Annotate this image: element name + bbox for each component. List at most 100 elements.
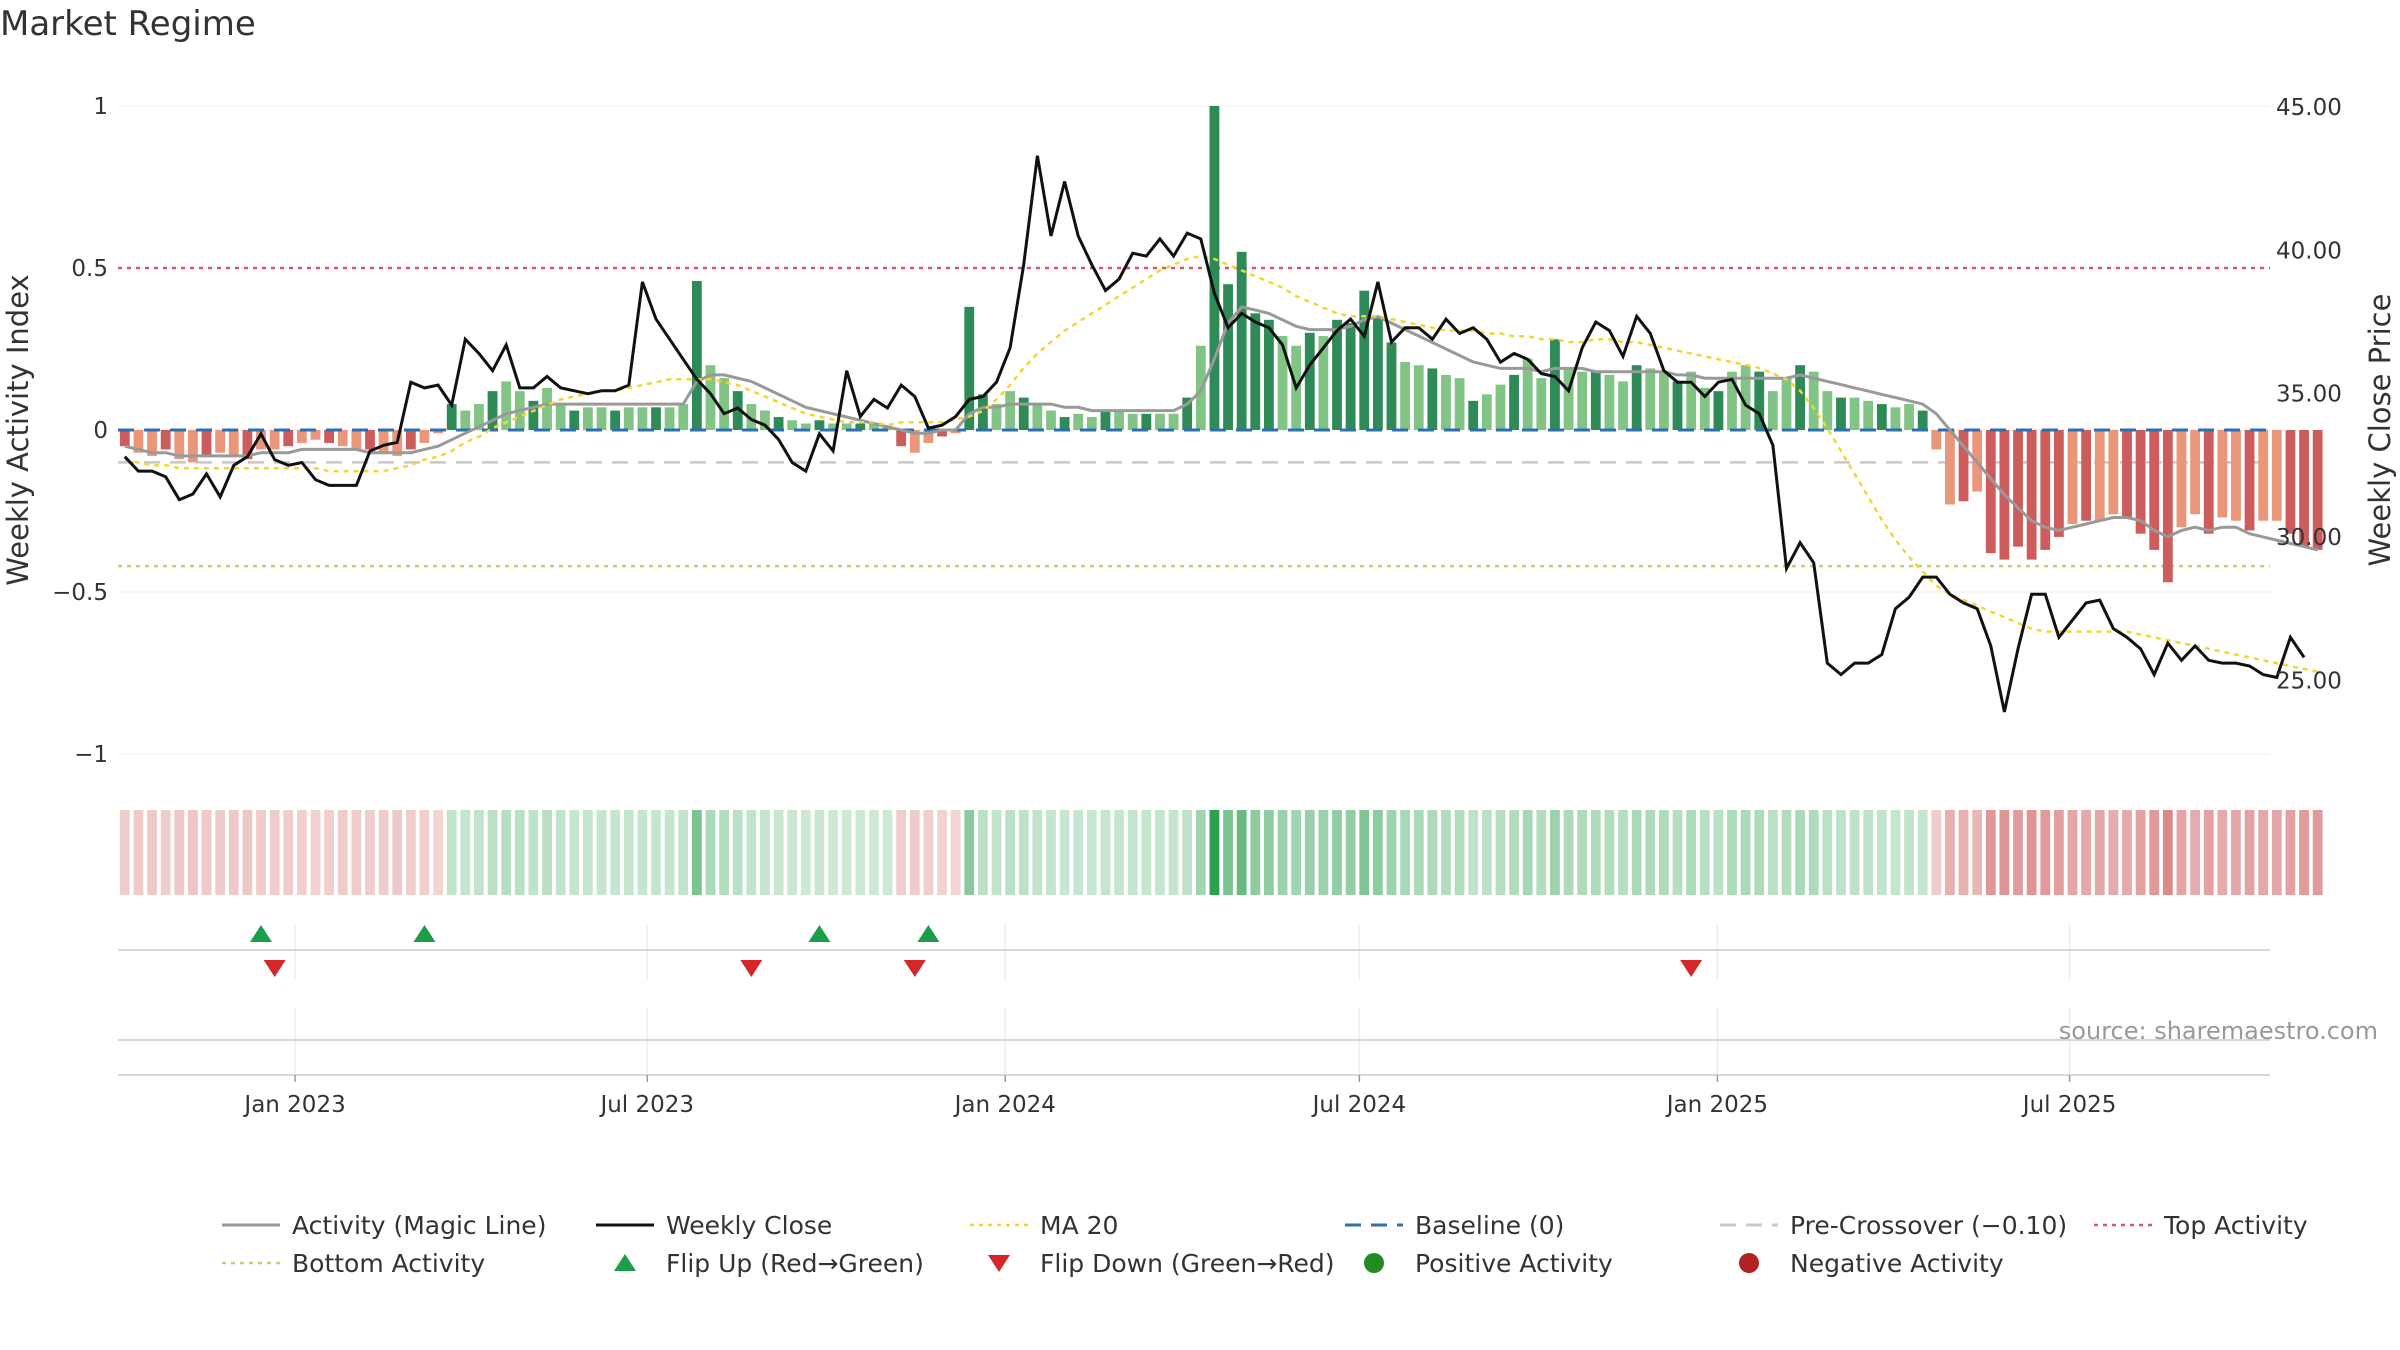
activity-bar: [160, 430, 171, 450]
regime-strip-cell: [1999, 810, 2010, 895]
regime-strip-cell: [1863, 810, 1874, 895]
regime-strip-cell: [991, 810, 1002, 895]
regime-strip-cell: [1441, 810, 1451, 895]
activity-bar: [460, 410, 471, 430]
regime-strip-cell: [2162, 810, 2173, 895]
regime-strip-cell: [2122, 810, 2132, 895]
activity-bar: [2203, 430, 2214, 534]
activity-bar: [1345, 323, 1356, 430]
regime-strip-cell: [1345, 810, 1356, 895]
activity-bar: [1005, 391, 1016, 430]
regime-strip-cell: [1413, 810, 1424, 895]
activity-bar: [719, 378, 730, 430]
activity-bar: [119, 430, 130, 447]
chart-title: Market Regime: [0, 4, 256, 44]
activity-bar: [664, 407, 675, 430]
regime-strip-cell: [2067, 810, 2078, 895]
regime-strip-cell: [405, 810, 416, 895]
regime-strip-cell: [1577, 810, 1588, 895]
activity-bar: [2162, 430, 2173, 583]
regime-strip-cell: [1686, 810, 1697, 895]
regime-strip-cell: [378, 810, 389, 895]
activity-bar: [1754, 371, 1765, 430]
legend-item: Negative Activity: [1739, 1249, 2004, 1278]
regime-strip-cell: [1917, 810, 1928, 895]
activity-bar: [1046, 410, 1056, 430]
activity-bar: [909, 430, 920, 453]
regime-strip-cell: [296, 810, 307, 895]
regime-strip-cell: [147, 810, 157, 895]
circle-icon: [1364, 1253, 1384, 1273]
regime-strip-cell: [1236, 810, 1247, 895]
y-left-tick-label: 0: [93, 418, 108, 444]
regime-strip-cell: [664, 810, 675, 895]
legend-item: Flip Up (Red→Green): [614, 1249, 924, 1278]
regime-strip-cell: [760, 810, 770, 895]
regime-strip-cell: [800, 810, 811, 895]
activity-bar: [1155, 413, 1165, 430]
regime-strip-cell: [746, 810, 757, 895]
activity-bars: [119, 106, 2323, 583]
legend-label: Negative Activity: [1790, 1249, 2004, 1278]
regime-strip-cell: [2271, 810, 2282, 895]
legend-label: Flip Up (Red→Green): [666, 1249, 924, 1278]
activity-bar: [882, 426, 893, 430]
activity-bar: [746, 404, 757, 430]
axis-layer: 1 0.5 0 −0.5 −1 45.00 40.00 35.00 30.00 25.00 Jan …: [1, 94, 2397, 1118]
activity-bar: [2067, 430, 2078, 524]
activity-bar: [337, 430, 348, 447]
activity-bar: [1264, 319, 1274, 430]
x-tick-label: Jul 2024: [1311, 1092, 1407, 1118]
regime-strip-cell: [1699, 810, 1710, 895]
regime-strip-cell: [1032, 810, 1043, 895]
regime-strip-cell: [201, 810, 212, 895]
activity-bar: [1767, 391, 1778, 430]
y-right-tick-label: 40.00: [2276, 238, 2342, 264]
legend: Activity (Magic Line) Weekly Close MA 20 Ba…: [222, 1211, 2308, 1278]
activity-bar: [188, 430, 198, 463]
activity-bar: [1114, 410, 1124, 430]
regime-strip-cell: [242, 810, 253, 895]
activity-bar: [365, 430, 375, 450]
legend-item: Weekly Close: [596, 1211, 832, 1240]
activity-bar: [528, 400, 539, 430]
legend-item: Bottom Activity: [222, 1249, 485, 1278]
regime-strip-cell: [174, 810, 185, 895]
activity-bar: [1509, 374, 1519, 430]
regime-strip-cell: [1304, 810, 1315, 895]
activity-bar: [1481, 394, 1492, 430]
y-left-tick-label: 0.5: [71, 256, 108, 282]
regime-strip-cell: [1046, 810, 1056, 895]
legend-label: Baseline (0): [1415, 1211, 1564, 1240]
activity-bar: [1536, 378, 1547, 430]
y-left-tick-label: 1: [93, 94, 108, 120]
regime-strip-cell: [1740, 810, 1751, 895]
activity-bar: [977, 394, 988, 430]
y-left-tick-label: −0.5: [52, 580, 108, 606]
activity-bar: [201, 430, 212, 456]
regime-strip-cell: [678, 810, 689, 895]
regime-strip-cell: [882, 810, 893, 895]
triangle-down-icon: [988, 1255, 1010, 1272]
flip-markers: [118, 925, 2270, 977]
activity-bar: [828, 423, 838, 430]
activity-bar: [2190, 430, 2200, 515]
regime-strip-cell: [1890, 810, 1901, 895]
y-right-tick-label: 30.00: [2276, 525, 2342, 551]
triangle-up-icon: [614, 1254, 636, 1271]
activity-bar: [760, 410, 770, 430]
regime-strip-cell: [2299, 810, 2309, 895]
regime-strip-cell: [1550, 810, 1560, 895]
regime-strip-cell: [896, 810, 907, 895]
activity-bar: [1863, 400, 1874, 430]
activity-bar: [1917, 410, 1928, 430]
regime-strip-cell: [2258, 810, 2269, 895]
activity-bar: [2013, 430, 2023, 547]
regime-strip-cell: [2013, 810, 2023, 895]
regime-strip-cell: [1100, 810, 1111, 895]
activity-bar: [133, 430, 144, 453]
regime-strip-cell: [1767, 810, 1778, 895]
regime-strip-cell: [1086, 810, 1097, 895]
regime-strip-cell: [1522, 810, 1533, 895]
regime-strip-cell: [228, 810, 239, 895]
